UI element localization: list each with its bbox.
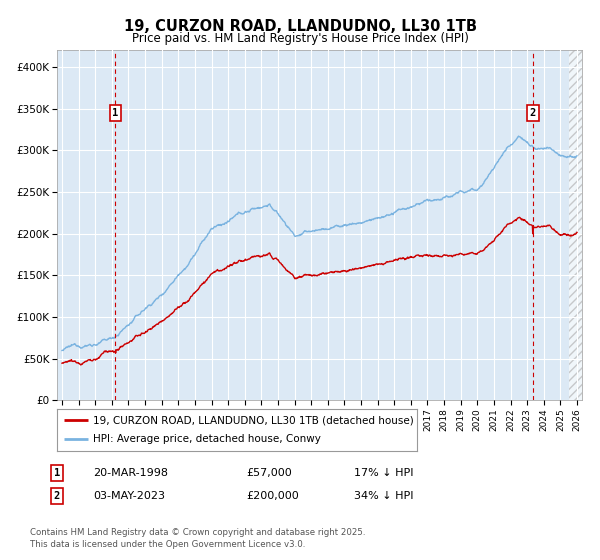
Text: £200,000: £200,000 — [246, 491, 299, 501]
Text: 20-MAR-1998: 20-MAR-1998 — [93, 468, 168, 478]
Text: 2: 2 — [54, 491, 60, 501]
Text: 17% ↓ HPI: 17% ↓ HPI — [354, 468, 413, 478]
Bar — [569, 50, 582, 400]
Text: 1: 1 — [112, 108, 119, 118]
Text: Price paid vs. HM Land Registry's House Price Index (HPI): Price paid vs. HM Land Registry's House … — [131, 31, 469, 45]
Bar — [569, 50, 582, 400]
Text: HPI: Average price, detached house, Conwy: HPI: Average price, detached house, Conw… — [93, 435, 321, 445]
Text: 1: 1 — [54, 468, 60, 478]
Text: 03-MAY-2023: 03-MAY-2023 — [93, 491, 165, 501]
Text: 19, CURZON ROAD, LLANDUDNO, LL30 1TB: 19, CURZON ROAD, LLANDUDNO, LL30 1TB — [124, 20, 476, 34]
Text: £57,000: £57,000 — [246, 468, 292, 478]
Text: 2: 2 — [530, 108, 536, 118]
Text: 34% ↓ HPI: 34% ↓ HPI — [354, 491, 413, 501]
Text: Contains HM Land Registry data © Crown copyright and database right 2025.
This d: Contains HM Land Registry data © Crown c… — [30, 528, 365, 549]
Text: 19, CURZON ROAD, LLANDUDNO, LL30 1TB (detached house): 19, CURZON ROAD, LLANDUDNO, LL30 1TB (de… — [93, 415, 414, 425]
